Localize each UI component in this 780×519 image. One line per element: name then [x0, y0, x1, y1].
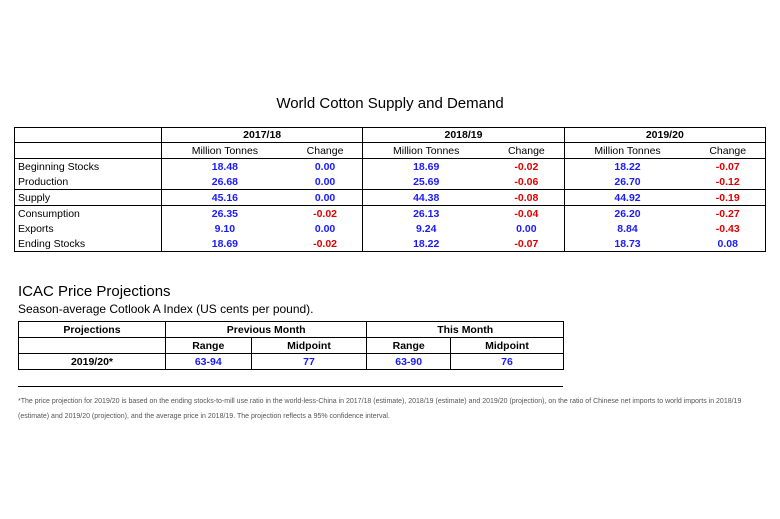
change-cell: -0.04 [489, 205, 565, 221]
tonnes-cell: 26.13 [362, 205, 490, 221]
change-cell: -0.06 [514, 175, 539, 188]
table-row: Beginning Stocks 18.48 0.00 18.69 -0.02 18.22… [14, 158, 767, 174]
col-mt: Million Tonnes [362, 142, 490, 159]
tonnes-cell: 26.20 [563, 205, 691, 221]
year-header-3: 2019/20 [563, 127, 767, 143]
tonnes-cell: 44.92 [563, 189, 691, 206]
footnote: *The price projection for 2019/20 is bas… [18, 398, 742, 420]
change-cell: 0.00 [314, 222, 336, 235]
change-cell: -0.12 [690, 174, 767, 190]
this-range-value: 63-90 [366, 353, 451, 370]
range-header: Range [164, 337, 252, 354]
change-cell: -0.02 [287, 205, 363, 221]
page-title: World Cotton Supply and Demand [276, 95, 504, 112]
projections-header: Projections [18, 321, 166, 338]
table-row: Exports 9.10 0.00 9.24 0.00 8.84 -0.43 [14, 221, 767, 236]
change-cell: -0.43 [690, 221, 767, 236]
supply-demand-table: 2017/18 2018/19 2019/20 Million Tonnes C… [14, 127, 767, 252]
row-label: Beginning Stocks [14, 158, 162, 174]
tonnes-cell: 18.22 [362, 236, 490, 252]
year-header-1: 2017/18 [160, 127, 364, 143]
table-row: Supply 45.16 0.00 44.38 -0.08 44.92 -0.19 [14, 189, 767, 206]
row-label-header [14, 127, 162, 143]
change-cell: -0.19 [690, 189, 767, 206]
this-month-header: This Month [366, 321, 564, 338]
tonnes-cell: 18.69 [160, 236, 288, 252]
prev-month-header: Previous Month [164, 321, 368, 338]
col-mt: Million Tonnes [160, 142, 288, 159]
tonnes-cell: 9.24 [362, 221, 490, 236]
tonnes-cell: 45.16 [160, 189, 288, 206]
change-cell: -0.27 [690, 205, 767, 221]
tonnes-cell: 18.73 [563, 236, 691, 252]
change-cell: 0.08 [690, 236, 767, 252]
change-cell: 0.00 [314, 175, 336, 188]
tonnes-cell: 26.35 [160, 205, 288, 221]
tonnes-cell: 18.69 [362, 158, 490, 174]
tonnes-cell: 8.84 [563, 221, 691, 236]
tonnes-cell: 18.48 [160, 158, 288, 174]
midpoint-header: Midpoint [250, 337, 368, 354]
footnote-divider [18, 386, 563, 387]
table-row: Production 26.68 0.00 25.69 -0.06 26.70 -0.12 [14, 174, 767, 190]
blank-cell [14, 142, 162, 159]
col-change: Change [287, 142, 363, 159]
year-header-2: 2018/19 [362, 127, 565, 143]
col-change: Change [489, 142, 565, 159]
prev-midpoint-value: 77 [250, 353, 368, 370]
col-mt: Million Tonnes [563, 142, 691, 159]
row-label: Ending Stocks [14, 236, 162, 252]
table-row: Ending Stocks 18.69 -0.02 18.22 -0.07 18.73 0.… [14, 236, 767, 252]
change-cell: -0.07 [489, 236, 565, 252]
blank-cell [18, 337, 166, 354]
change-cell: -0.02 [514, 160, 539, 173]
change-cell: -0.02 [287, 236, 363, 252]
icac-subtitle: Season-average Cotlook A Index (US cents… [18, 302, 314, 316]
range-header: Range [366, 337, 451, 354]
change-cell: -0.07 [690, 158, 767, 174]
row-label: Production [14, 174, 162, 190]
tonnes-cell: 26.70 [563, 174, 691, 190]
price-projection-table: Projections Previous Month This Month Ra… [18, 321, 565, 370]
icac-title: ICAC Price Projections [18, 283, 171, 300]
tonnes-cell: 9.10 [160, 221, 288, 236]
change-cell: 0.00 [287, 189, 363, 206]
tonnes-cell: 26.68 [160, 174, 288, 190]
prev-range-value: 63-94 [164, 353, 252, 370]
tonnes-cell: 44.38 [362, 189, 490, 206]
table-row: Consumption 26.35 -0.02 26.13 -0.04 26.20 -0.2… [14, 205, 767, 221]
this-midpoint-value: 76 [449, 353, 565, 370]
row-label: Consumption [14, 205, 162, 221]
row-label: Exports [14, 221, 162, 236]
change-cell: -0.08 [489, 189, 565, 206]
change-cell: 0.00 [516, 222, 537, 235]
tonnes-cell: 18.22 [563, 158, 691, 174]
change-cell: 0.00 [314, 160, 336, 173]
row-label: Supply [14, 189, 162, 206]
col-change: Change [690, 142, 767, 159]
season-label: 2019/20* [18, 353, 166, 370]
tonnes-cell: 25.69 [362, 174, 490, 190]
midpoint-header: Midpoint [449, 337, 565, 354]
